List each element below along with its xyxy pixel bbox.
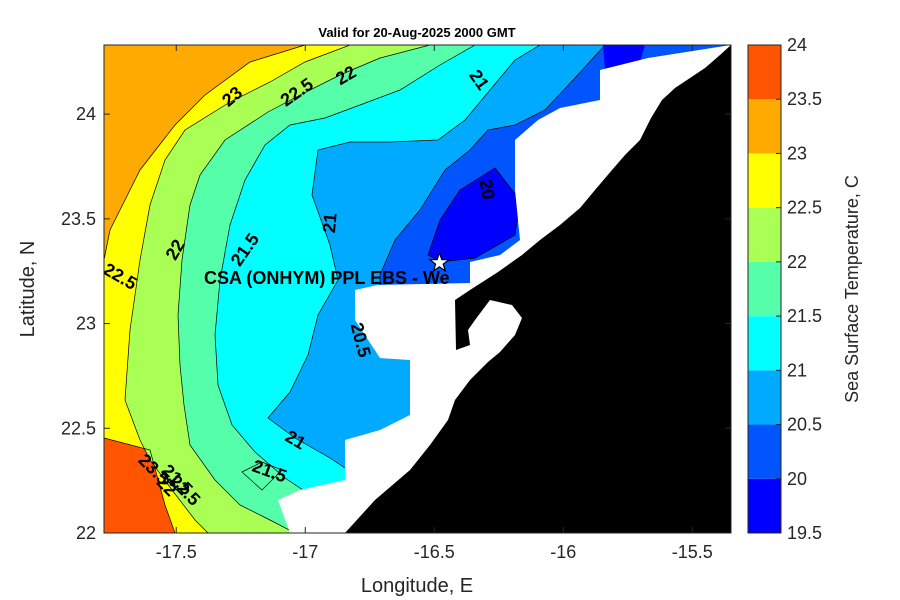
colorbar-frame bbox=[747, 44, 782, 534]
contour-label: 21 bbox=[319, 212, 341, 234]
sst-band-19.5-pocket bbox=[428, 168, 520, 262]
colorbar-swatch bbox=[748, 370, 781, 425]
coastal-lagoon bbox=[560, 124, 634, 200]
colorbar-swatch bbox=[748, 45, 781, 100]
coastline-land bbox=[345, 45, 731, 533]
y-tick-label: 23.5 bbox=[61, 209, 96, 229]
colorbar-label: Sea Surface Temperature, C bbox=[842, 175, 862, 403]
colorbar-swatch bbox=[748, 261, 781, 317]
x-tick-label: -17 bbox=[292, 542, 318, 562]
x-axis-ticks: -17.5 -17 -16.5 -16 -15.5 bbox=[156, 45, 713, 562]
colorbar-tick-label: 19.5 bbox=[787, 523, 822, 543]
site-star-icon bbox=[428, 250, 451, 273]
x-tick-label: -16.5 bbox=[414, 542, 455, 562]
sst-band-19.5 bbox=[603, 45, 645, 70]
map-title: Valid for 20-Aug-2025 2000 GMT bbox=[318, 25, 515, 40]
y-axis-ticks: 22 22.5 23 23.5 24 bbox=[61, 104, 731, 543]
y-axis-label: Latitude, N bbox=[17, 241, 39, 338]
x-axis-label: Longitude, E bbox=[361, 575, 473, 597]
colorbar-tick-label: 23.5 bbox=[787, 89, 822, 109]
y-tick-label: 22.5 bbox=[61, 418, 96, 438]
colorbar-tick-label: 24 bbox=[787, 35, 807, 55]
map-axes-frame bbox=[103, 44, 732, 534]
colorbar-tick-label: 21.5 bbox=[787, 306, 822, 326]
y-tick-label: 24 bbox=[76, 104, 96, 124]
contour-label: 20 bbox=[476, 178, 499, 201]
x-tick-label: -16 bbox=[550, 542, 576, 562]
colorbar-swatch bbox=[748, 424, 781, 479]
y-tick-label: 23 bbox=[76, 314, 96, 334]
colorbar-swatch bbox=[748, 478, 781, 533]
colorbar-tick-label: 23 bbox=[787, 143, 807, 163]
colorbar-tick-label: 21 bbox=[787, 360, 807, 380]
colorbar-tick-label: 22 bbox=[787, 252, 807, 272]
map-plot-area: 23 22.5 22 21202121.52222.520.52121.523.521… bbox=[104, 45, 731, 533]
colorbar-tick-label: 22.5 bbox=[787, 198, 822, 218]
colorbar-swatch bbox=[748, 99, 781, 154]
site-label: CSA (ONHYM) PPL EBS - We bbox=[204, 268, 450, 288]
colorbar-tick-label: 20.5 bbox=[787, 415, 822, 435]
y-tick-label: 22 bbox=[76, 523, 96, 543]
site-marker-star bbox=[428, 250, 451, 273]
colorbar bbox=[748, 45, 781, 533]
colorbar-swatch bbox=[748, 207, 781, 262]
colorbar-ticks: 19.5 20 20.5 21 21.5 22 22.5 23 23.5 24 bbox=[776, 35, 822, 543]
x-tick-label: -17.5 bbox=[156, 542, 197, 562]
colorbar-swatch bbox=[748, 153, 781, 208]
colorbar-swatch bbox=[748, 316, 781, 371]
colorbar-tick-label: 20 bbox=[787, 469, 807, 489]
x-tick-label: -15.5 bbox=[672, 542, 713, 562]
